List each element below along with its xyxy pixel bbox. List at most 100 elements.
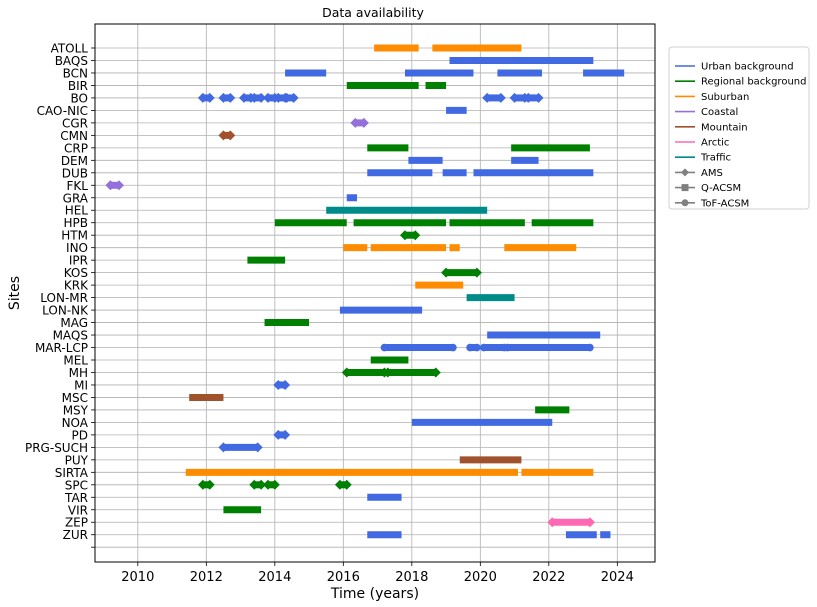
site-marker-circle <box>466 343 474 352</box>
legend-label: Q-ACSM <box>701 183 741 194</box>
site-marker-diamond <box>197 479 208 490</box>
site-marker-diamond <box>249 479 260 490</box>
legend-label: AMS <box>701 168 723 179</box>
site-label: CAO-NIC <box>37 104 88 118</box>
x-tick-label: 2018 <box>395 570 428 585</box>
site-marker-diamond <box>430 367 441 378</box>
site-label: BAQS <box>55 54 88 68</box>
plot-frame <box>94 23 656 563</box>
legend-label: Coastal <box>701 107 738 118</box>
site-marker-diamond <box>523 92 534 103</box>
site-marker-diamond <box>269 479 280 490</box>
site-label: BCN <box>63 66 88 80</box>
site-marker-diamond <box>509 92 520 103</box>
site-label: KOS <box>64 266 88 280</box>
legend-marker-circle <box>681 199 689 207</box>
site-marker-diamond <box>197 92 208 103</box>
legend-label: Traffic <box>700 153 731 164</box>
site-marker-diamond <box>280 429 291 440</box>
site-marker-diamond <box>113 180 124 191</box>
site-label: LON-MR <box>40 291 88 305</box>
site-label: INO <box>66 241 88 255</box>
site-marker-circle <box>479 343 488 352</box>
x-axis-label: Time (years) <box>330 586 419 602</box>
site-label: BO <box>71 91 88 105</box>
site-marker-diamond <box>482 92 493 103</box>
grid-lines <box>95 24 655 562</box>
site-label: ATOLL <box>51 42 89 56</box>
legend-label: Suburban <box>701 92 749 103</box>
site-label: PRG-SUCH <box>25 441 88 455</box>
site-marker-diamond <box>382 367 393 378</box>
site-marker-diamond <box>204 92 215 103</box>
chart-title: Data availability <box>322 5 424 20</box>
x-tick-label: 2020 <box>464 570 497 585</box>
site-marker-diamond <box>358 117 369 128</box>
site-label: SIRTA <box>55 466 89 480</box>
site-marker-circle <box>503 343 512 352</box>
site-label: ZUR <box>63 528 88 542</box>
y-tick-labels: ATOLLBAQSBCNBIRBOCAO-NICCGRCMNCRPDEMDUBF… <box>25 42 95 548</box>
site-label: CMN <box>60 129 88 143</box>
site-marker-diamond <box>273 379 284 390</box>
x-tick-label: 2012 <box>190 570 223 585</box>
site-label: HEL <box>65 204 89 218</box>
site-label: DEM <box>61 154 88 168</box>
site-label: MSY <box>63 403 89 417</box>
x-tick-label: 2024 <box>601 570 634 585</box>
site-marker-circle <box>473 343 481 352</box>
legend-box <box>668 46 810 210</box>
site-label: CRP <box>64 141 88 155</box>
site-marker-diamond <box>256 92 267 103</box>
site-label: VIR <box>68 503 88 517</box>
site-label: SPC <box>65 478 88 492</box>
site-label: IPR <box>69 254 88 268</box>
site-marker-diamond <box>238 92 249 103</box>
site-label: MH <box>69 366 88 380</box>
site-label: NOA <box>62 416 89 430</box>
site-marker-diamond <box>225 130 236 141</box>
site-marker-diamond <box>218 442 229 453</box>
site-marker-diamond <box>410 230 421 241</box>
y-axis-label: Sites <box>7 276 23 310</box>
site-marker-diamond <box>273 92 284 103</box>
x-tick-label: 2014 <box>258 570 291 585</box>
x-tick-label: 2010 <box>121 570 154 585</box>
site-label: GRA <box>63 191 89 205</box>
site-marker-diamond <box>218 130 229 141</box>
site-label: MAR-LCP <box>35 341 88 355</box>
site-label: CGR <box>62 116 88 130</box>
x-tick-label: 2022 <box>532 570 565 585</box>
site-marker-diamond <box>225 92 236 103</box>
site-label: MSC <box>62 391 88 405</box>
site-label: HPB <box>64 216 89 230</box>
site-label: MAQS <box>53 329 88 343</box>
legend-label: Regional background <box>701 77 806 88</box>
site-marker-diamond <box>341 479 352 490</box>
legend-marker-square <box>681 184 689 192</box>
site-marker-diamond <box>584 517 595 528</box>
x-tick-label: 2016 <box>327 570 360 585</box>
site-label: PUY <box>65 453 89 467</box>
site-marker-diamond <box>249 92 260 103</box>
site-marker-diamond <box>350 117 361 128</box>
site-label: PD <box>72 428 88 442</box>
site-marker-circle <box>586 343 594 352</box>
site-marker-diamond <box>471 267 482 278</box>
legend-label: Arctic <box>701 138 729 149</box>
legend: Urban background Regional background Subur… <box>668 46 810 210</box>
legend-marker-diamond <box>681 168 689 177</box>
site-label: DUB <box>62 166 88 180</box>
site-marker-diamond <box>105 180 116 191</box>
site-label: LON-NK <box>42 304 89 318</box>
legend-label: Mountain <box>701 122 748 133</box>
site-label: MEL <box>63 354 88 368</box>
site-marker-diamond <box>281 92 292 103</box>
site-marker-diamond <box>547 517 558 528</box>
site-marker-diamond <box>334 479 345 490</box>
site-marker-diamond <box>288 92 299 103</box>
legend-label: ToF-ACSM <box>700 198 749 209</box>
site-marker-diamond <box>262 92 273 103</box>
site-marker-diamond <box>252 442 263 453</box>
